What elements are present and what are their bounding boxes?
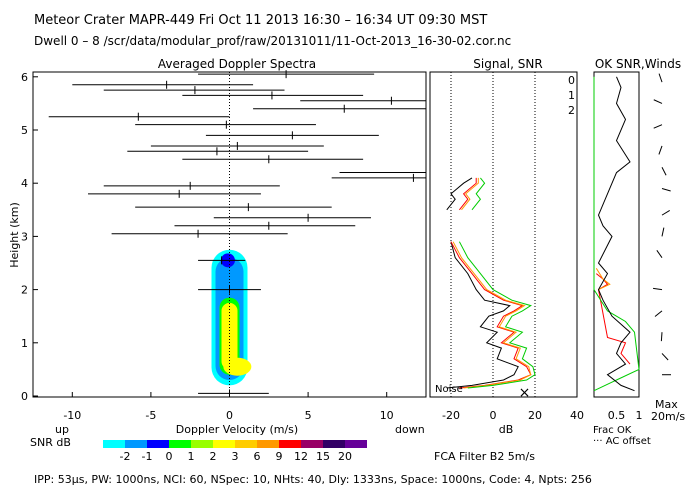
snr-legend-swatch <box>279 440 301 448</box>
signal-title: Signal, SNR <box>473 57 542 71</box>
snr-legend: -2 -1 0 1 2 3 6 9 12 15 20 <box>103 440 367 463</box>
snr-legend-swatch <box>235 440 257 448</box>
wind-barb <box>661 167 667 176</box>
ok-legend-two: 2 <box>568 104 575 117</box>
noise-marker: × <box>519 385 531 401</box>
snr-legend-swatch <box>323 440 345 448</box>
wind-barb <box>661 227 665 237</box>
y-tick-label: 5 <box>21 124 28 137</box>
ok-x-ticks: 0.5 1 <box>608 409 643 422</box>
snr-legend-level: -2 <box>120 450 131 463</box>
signal-x-tick-label: 40 <box>570 409 584 422</box>
signal-x-tick-label: -20 <box>442 409 460 422</box>
snr-legend-level: 12 <box>294 450 308 463</box>
signal-series-line <box>446 177 519 389</box>
snr-legend-swatch <box>147 440 169 448</box>
signal-series-line <box>452 177 532 389</box>
wind-barb <box>660 332 663 342</box>
snr-legend-level: 20 <box>338 450 352 463</box>
snr-legend-swatch <box>301 440 323 448</box>
snr-legend-swatch <box>191 440 213 448</box>
x-axis-label: Doppler Velocity (m/s) <box>176 423 298 436</box>
wind-barb <box>653 124 663 129</box>
y-tick-label: 2 <box>21 284 28 297</box>
ok-series-line <box>597 76 635 392</box>
up-label: up <box>55 423 69 436</box>
y-axis-label: Height (km) <box>8 202 21 268</box>
snr-legend-swatch <box>345 440 367 448</box>
ok-series-line <box>595 273 631 365</box>
wind-speed-label: 20m/s <box>651 410 685 423</box>
signal-x-ticks: -20 0 20 40 <box>442 409 584 422</box>
ok-legend-one: 1 <box>568 89 575 102</box>
wind-barb <box>658 145 663 155</box>
x-tick-label: 0 <box>226 409 233 422</box>
wind-barb <box>653 99 663 104</box>
signal-x-tick-label: 20 <box>528 409 542 422</box>
y-tick-label: 6 <box>21 71 28 84</box>
snr-legend-level: 9 <box>276 450 283 463</box>
spectra-title: Averaged Doppler Spectra <box>158 57 316 71</box>
snr-legend-swatch <box>125 440 147 448</box>
ok-panel-frame <box>593 71 640 398</box>
signal-x-label: dB <box>499 423 514 436</box>
wind-barb <box>653 287 663 291</box>
y-tick-label: 1 <box>21 337 28 350</box>
signal-series-line <box>458 177 536 389</box>
down-label: down <box>395 423 425 436</box>
signal-series-line <box>450 177 532 389</box>
wind-barb <box>661 188 671 192</box>
wind-barb <box>661 353 669 361</box>
snr-contour <box>211 249 252 386</box>
x-tick-label: 10 <box>380 409 394 422</box>
ok-x-tick-label: 0.5 <box>608 409 626 422</box>
wind-barb <box>661 210 670 216</box>
snr-legend-swatch <box>213 440 235 448</box>
y-tick-label: 3 <box>21 230 28 243</box>
filter-label: FCA Filter B2 5m/s <box>434 450 535 463</box>
ok-series-line <box>595 268 611 291</box>
x-tick-label: -10 <box>63 409 81 422</box>
ok-legend-zero: 0 <box>568 74 575 87</box>
snr-legend-level: 6 <box>254 450 261 463</box>
velocity-points <box>48 70 427 398</box>
dwell-line: Dwell 0 – 8 /scr/data/modular_prof/raw/2… <box>34 34 511 48</box>
x-axis-ticks: -10 -5 0 5 10 <box>63 72 394 422</box>
snr-legend-level: -1 <box>142 450 153 463</box>
frac-ok-label: Frac OK <box>593 425 632 436</box>
signal-panel-frame <box>429 71 578 398</box>
ok-series-line <box>593 76 640 392</box>
snr-legend-swatch <box>169 440 191 448</box>
snr-legend-level: 0 <box>166 450 173 463</box>
signal-x-tick-label: 0 <box>490 409 497 422</box>
ok-x-tick-label: 1 <box>636 409 643 422</box>
noise-label: Noise <box>435 384 463 395</box>
snr-legend-level: 1 <box>188 450 195 463</box>
snr-legend-swatch <box>103 440 125 448</box>
snr-legend-level: 2 <box>210 450 217 463</box>
wind-barbs <box>653 73 671 376</box>
y-tick-label: 0 <box>21 390 28 403</box>
figure-title: Meteor Crater MAPR-449 Fri Oct 11 2013 1… <box>34 13 487 28</box>
signal-grid <box>450 72 536 397</box>
params-line: IPP: 53μs, PW: 1000ns, NCI: 60, NSpec: 1… <box>34 473 592 486</box>
snr-legend-label: SNR dB <box>30 436 71 449</box>
wind-barb <box>654 310 663 317</box>
ac-offset-label: ··· AC offset <box>593 436 651 447</box>
x-tick-label: -5 <box>145 409 156 422</box>
wind-max-label: Max <box>655 398 678 411</box>
snr-legend-level: 3 <box>232 450 239 463</box>
contour-level <box>223 357 252 376</box>
wind-barb <box>658 73 663 83</box>
ok-lines <box>593 76 640 392</box>
snr-legend-swatch <box>257 440 279 448</box>
snr-legend-level: 15 <box>316 450 330 463</box>
wind-barb <box>656 250 663 258</box>
y-axis-ticks: 0 1 2 3 4 5 6 <box>21 71 38 403</box>
y-tick-label: 4 <box>21 177 28 190</box>
x-tick-label: 5 <box>305 409 312 422</box>
signal-lines: × <box>446 177 536 401</box>
ok-title: OK SNR,Winds <box>595 57 681 71</box>
